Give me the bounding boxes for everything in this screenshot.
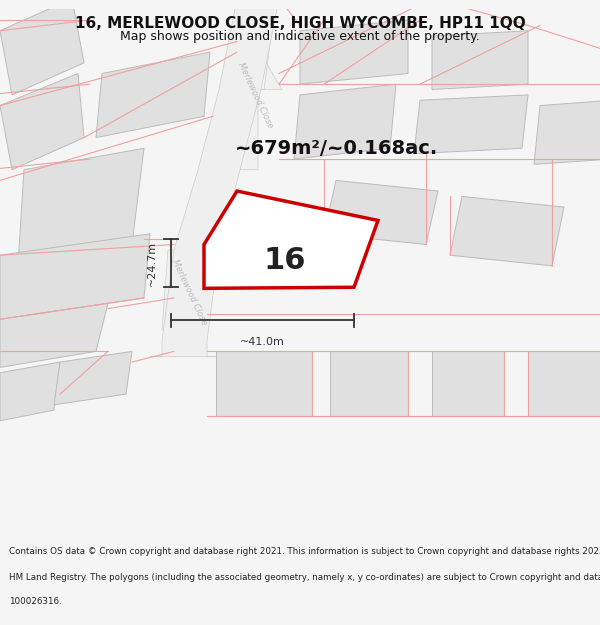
Text: ~41.0m: ~41.0m: [240, 337, 285, 347]
Text: Contains OS data © Crown copyright and database right 2021. This information is : Contains OS data © Crown copyright and d…: [9, 548, 600, 556]
Polygon shape: [18, 148, 144, 266]
Polygon shape: [330, 351, 408, 416]
Polygon shape: [204, 191, 378, 288]
Text: ~24.7m: ~24.7m: [147, 241, 157, 286]
Text: Merlewood Close: Merlewood Close: [170, 258, 208, 327]
Polygon shape: [432, 31, 528, 89]
Polygon shape: [0, 74, 84, 169]
Text: 100026316.: 100026316.: [9, 598, 62, 606]
Polygon shape: [450, 196, 564, 266]
Polygon shape: [0, 0, 84, 95]
Text: 16: 16: [264, 246, 306, 275]
Polygon shape: [0, 303, 108, 368]
Text: Map shows position and indicative extent of the property.: Map shows position and indicative extent…: [120, 30, 480, 43]
Text: 16, MERLEWOOD CLOSE, HIGH WYCOMBE, HP11 1QQ: 16, MERLEWOOD CLOSE, HIGH WYCOMBE, HP11 …: [74, 16, 526, 31]
Polygon shape: [216, 351, 312, 416]
Polygon shape: [534, 100, 600, 164]
Text: Merlewood Close: Merlewood Close: [236, 61, 274, 129]
Text: HM Land Registry. The polygons (including the associated geometry, namely x, y c: HM Land Registry. The polygons (includin…: [9, 572, 600, 581]
Polygon shape: [414, 95, 528, 154]
Polygon shape: [0, 362, 60, 421]
Polygon shape: [54, 351, 132, 405]
Polygon shape: [294, 84, 396, 159]
Polygon shape: [432, 351, 504, 416]
Polygon shape: [162, 0, 282, 330]
Polygon shape: [96, 52, 210, 138]
Polygon shape: [150, 0, 279, 357]
Text: ~679m²/~0.168ac.: ~679m²/~0.168ac.: [235, 139, 437, 158]
Polygon shape: [0, 234, 150, 319]
Polygon shape: [528, 351, 600, 416]
Polygon shape: [324, 181, 438, 244]
Polygon shape: [300, 20, 408, 84]
